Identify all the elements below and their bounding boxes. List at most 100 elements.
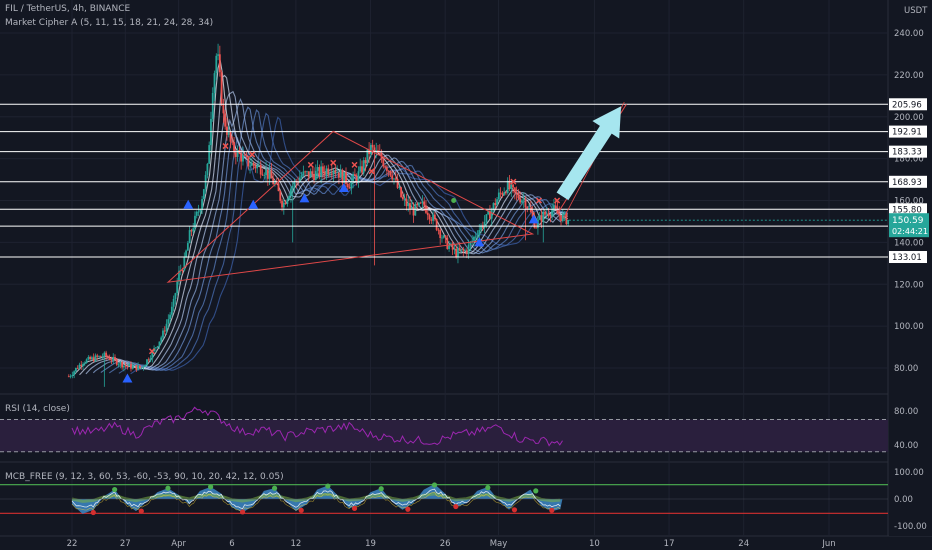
candle-body [382, 159, 385, 167]
candle-body [394, 178, 397, 180]
candle-body [250, 162, 253, 166]
current-price-label: 150.59 [892, 216, 924, 226]
candle-body [233, 142, 235, 153]
candle-body [114, 357, 116, 360]
candle-body [78, 364, 81, 369]
bear-signal-cross [249, 151, 256, 158]
bear-signal-cross [554, 197, 561, 204]
candle-body [270, 170, 273, 179]
candle-body [361, 166, 363, 173]
symbol-title[interactable]: FIL / TetherUS, 4h, BINANCE [5, 4, 131, 14]
candle-body [430, 219, 433, 221]
candle-body [473, 236, 475, 241]
bear-signal-cross [307, 161, 314, 168]
candle-body [236, 150, 239, 157]
price-axis-background [889, 0, 932, 536]
bear-signal-cross [330, 159, 337, 166]
candle-body [567, 219, 570, 225]
candle-body [252, 162, 255, 166]
candle-body [506, 180, 509, 194]
candle-body [89, 356, 92, 360]
candle-body [417, 202, 420, 206]
price-axis[interactable]: 240.00 220.00 200.00 180.00 160.00 140.00 120.… [889, 0, 932, 536]
candle-body [501, 193, 504, 195]
candle-body [446, 237, 449, 249]
candle-body [231, 141, 234, 143]
candle-body [302, 171, 305, 176]
ema-ribbon-line [130, 116, 569, 375]
candle-body [448, 245, 450, 249]
candle-body [378, 152, 381, 154]
time-tick-label: 24 [738, 539, 749, 549]
candle-body [334, 170, 337, 173]
mcb-pane[interactable] [0, 482, 888, 516]
candle-body [505, 192, 507, 194]
candle-body [487, 211, 490, 215]
candle-body [309, 171, 312, 178]
mcb-signal-line [71, 491, 561, 512]
candle-body [71, 375, 74, 376]
candle-body [485, 214, 488, 222]
candle-body [122, 365, 125, 368]
ema-ribbon-line [79, 74, 569, 376]
price-tick-label: 160.00 [894, 197, 924, 207]
candle-body [291, 185, 294, 189]
mcb-green-dot [431, 482, 438, 488]
bull-signal-triangle [338, 182, 349, 192]
time-tick-label: Apr [171, 539, 186, 549]
candle-body [160, 337, 163, 342]
bull-signal-triangle [248, 199, 259, 209]
candle-body [503, 192, 506, 195]
mcb-tick-label: 100.00 [894, 468, 924, 478]
price-pane[interactable] [0, 43, 888, 387]
candle-body [135, 365, 138, 370]
candle-body [396, 178, 399, 188]
candle-body [323, 172, 326, 175]
rsi-pane[interactable] [0, 406, 888, 453]
candle-body [226, 126, 228, 135]
candle-body [169, 314, 171, 320]
candle-body [526, 207, 529, 209]
indicator-title[interactable]: Market Cipher A (5, 11, 15, 18, 21, 24, … [5, 18, 214, 28]
candle-body [542, 211, 545, 222]
candle-body [517, 193, 520, 199]
candle-body [327, 168, 330, 175]
candle-body [385, 167, 388, 171]
candle-body [338, 172, 340, 178]
rsi-title[interactable]: RSI (14, close) [5, 404, 70, 414]
candle-body [138, 365, 141, 368]
candle-body [407, 203, 410, 207]
mcb-green-dot [485, 485, 491, 491]
candle-body [416, 204, 418, 206]
candle-body [389, 170, 392, 176]
price-tick-label: 200.00 [894, 113, 924, 123]
candle-body [146, 359, 148, 365]
mcb-red-dot [239, 509, 246, 515]
candle-body [140, 367, 143, 369]
time-tick-label: 12 [290, 539, 301, 549]
time-tick-label: 10 [589, 539, 600, 549]
rsi-band [0, 419, 888, 452]
candle-body [522, 199, 525, 201]
candle-body [224, 113, 227, 127]
candle-body [181, 270, 184, 271]
mcb-wave-area [72, 484, 563, 514]
bear-signal-cross [535, 197, 543, 204]
candle-body [528, 207, 530, 209]
candle-body [437, 229, 440, 231]
candle-body [201, 199, 203, 210]
mcb-red-dot [90, 509, 96, 516]
candle-body [412, 207, 415, 216]
candle-body [565, 213, 568, 225]
mcb-title[interactable]: MCB_FREE (9, 12, 3, 60, 53, -60, -53, 90… [5, 472, 284, 482]
candle-body [227, 132, 230, 135]
bull-signal-triangle [183, 199, 194, 209]
price-tick-label: 180.00 [894, 155, 924, 165]
candle-body [490, 209, 493, 219]
candle-body [497, 192, 500, 200]
candle-body [458, 248, 461, 251]
candle-body [293, 181, 296, 186]
time-axis[interactable]: 22 27 Apr 6 12 19 26 May 10 17 24 Jun [67, 539, 836, 549]
bear-signal-cross [510, 178, 517, 185]
